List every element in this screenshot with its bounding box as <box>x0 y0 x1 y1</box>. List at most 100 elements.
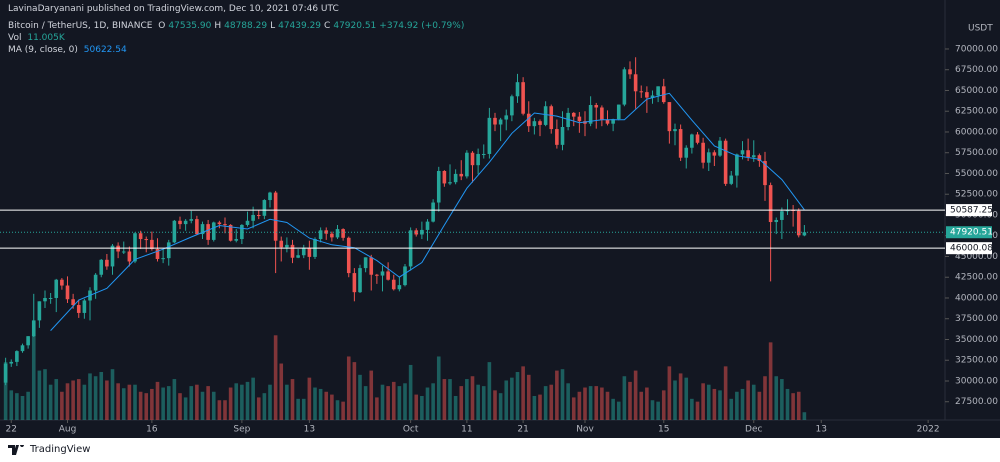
volume-bar <box>645 387 649 420</box>
candle-body <box>144 239 149 241</box>
candle-body <box>54 279 59 298</box>
volume-bar <box>380 384 385 420</box>
volume-bar <box>470 376 475 420</box>
candle-body <box>335 229 340 238</box>
y-tick-label: 65000.00 <box>955 86 998 96</box>
candle-body <box>37 301 42 321</box>
volume-bar <box>549 384 554 420</box>
footer-text: TradingView <box>30 444 91 455</box>
volume-bar <box>76 379 81 420</box>
level-label-box <box>946 204 992 217</box>
candle-body <box>301 247 306 256</box>
candle-body <box>189 219 194 221</box>
footer: TradingView <box>8 444 90 455</box>
level-label: 50587.25 <box>950 206 993 216</box>
candle-body <box>588 105 593 124</box>
candle-body <box>577 116 582 122</box>
candle-body <box>183 220 188 225</box>
volume-bar <box>240 384 244 420</box>
candle-body <box>690 134 694 148</box>
volume-bar <box>673 380 677 420</box>
candle-body <box>285 244 289 248</box>
candle-body <box>768 185 773 223</box>
volume-bar <box>751 384 756 420</box>
volume-bar <box>577 391 582 420</box>
candle-body <box>211 222 216 240</box>
candle-body <box>678 129 683 158</box>
volume-bar <box>262 393 267 420</box>
volume-bar <box>369 370 374 420</box>
candle-body <box>82 300 87 313</box>
candle-body <box>673 129 677 132</box>
volume-bar <box>234 383 239 420</box>
candle-body <box>436 170 441 203</box>
candle-body <box>240 224 244 240</box>
candle-body <box>493 117 497 125</box>
candle-body <box>656 86 660 96</box>
volume-bar <box>93 376 98 420</box>
candle-body <box>403 266 407 286</box>
volume-bar <box>639 391 644 420</box>
candle-body <box>628 69 632 75</box>
volume-bar <box>690 398 694 420</box>
volume-bar <box>189 386 194 420</box>
candle-body <box>234 239 239 241</box>
volume-bar <box>223 400 227 420</box>
candle-body <box>71 299 75 306</box>
volume-bar <box>521 366 525 420</box>
currency-label: USDT <box>968 24 993 34</box>
volume-bar <box>465 379 469 420</box>
candle-body <box>290 244 295 258</box>
ohlc-value: 47535.90 <box>168 21 212 31</box>
candle-body <box>228 224 233 241</box>
candle-body <box>600 107 604 120</box>
candle-body <box>391 279 396 290</box>
x-tick-label: 16 <box>146 425 158 435</box>
x-tick-label: 11 <box>461 425 472 435</box>
volume-bar <box>780 379 784 420</box>
volume-bar <box>493 390 497 420</box>
volume-bar <box>268 384 272 420</box>
x-tick-label: Sep <box>233 425 250 435</box>
volume-bar <box>448 379 452 420</box>
volume-bar <box>105 380 109 420</box>
attribution: LavinaDaryanani published on TradingView… <box>8 4 339 14</box>
volume-bar <box>532 396 537 420</box>
candle-body <box>155 249 160 259</box>
volume-bar <box>538 394 542 420</box>
candle-body <box>318 230 323 240</box>
volume-bar <box>560 369 565 420</box>
candle-body <box>273 192 278 241</box>
logo <box>8 444 24 455</box>
candle-body <box>442 170 447 184</box>
volume-bar <box>678 373 683 420</box>
volume-bar <box>633 370 638 420</box>
candle-body <box>667 102 672 132</box>
volume-bar <box>600 387 604 420</box>
volume-bar <box>279 363 284 420</box>
volume-bar <box>785 388 790 420</box>
candle-body <box>498 119 503 125</box>
y-tick-label: 32500.00 <box>955 356 998 366</box>
volume-bar <box>251 377 255 420</box>
candle-body <box>622 69 627 105</box>
volume-bar <box>206 386 210 420</box>
volume-bar <box>178 393 182 420</box>
candle-body <box>386 271 390 280</box>
candle-body <box>611 119 615 124</box>
candle-body <box>346 237 351 274</box>
candle-body <box>510 96 514 116</box>
volume-bar <box>774 376 779 420</box>
candle-body <box>723 140 728 184</box>
candle-body <box>605 119 610 124</box>
candle-body <box>425 221 430 230</box>
candle-body <box>307 247 312 257</box>
volume-bar <box>498 393 503 420</box>
ohlc-value: 47920.51 <box>333 21 377 31</box>
change: +374.92 (+0.79%) <box>379 21 465 31</box>
volume-bar <box>211 391 216 420</box>
candle-body <box>48 297 53 299</box>
volume-bar <box>667 366 672 420</box>
volume-legend: Vol 11.005K <box>8 33 68 43</box>
volume-bar <box>228 387 233 420</box>
